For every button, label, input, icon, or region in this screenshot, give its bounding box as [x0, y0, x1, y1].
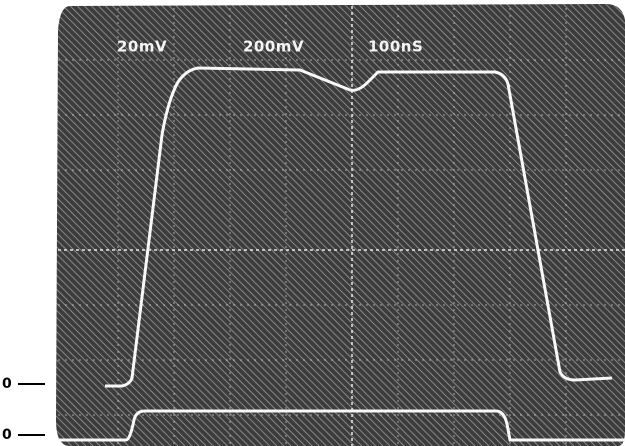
- screen-background: [56, 4, 625, 446]
- readout-ch2: 200mV: [243, 38, 304, 56]
- ground-marker-1: 0: [2, 376, 12, 392]
- ground-marker-2: 0: [2, 427, 12, 443]
- readout-ch1: 20mV: [117, 38, 167, 56]
- readout-time: 100nS: [368, 38, 423, 56]
- trace-1: [105, 66, 613, 388]
- trace-2: [58, 409, 625, 442]
- graticule: [58, 8, 625, 446]
- scope-screen: 20mV 200mV 100nS: [56, 4, 625, 446]
